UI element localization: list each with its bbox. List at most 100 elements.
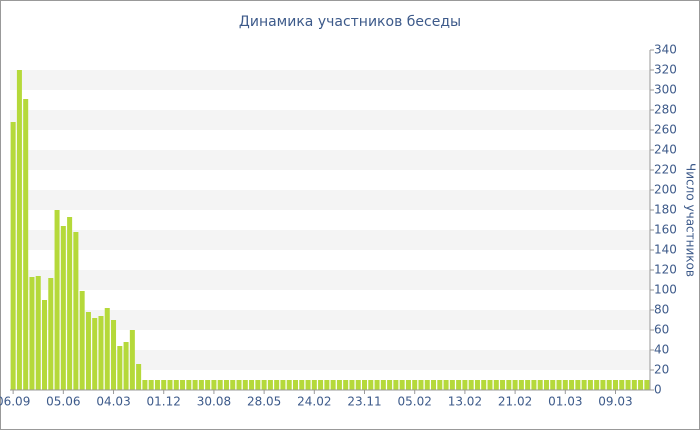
bar — [180, 380, 186, 390]
y-tick-label: 320 — [654, 63, 677, 77]
bar — [104, 308, 110, 390]
bar — [606, 380, 612, 390]
x-tick-label: 24.02 — [297, 395, 331, 409]
y-tick-label: 140 — [654, 243, 677, 257]
bar — [148, 380, 154, 390]
x-tick-label: 30.08 — [197, 395, 231, 409]
bar — [267, 380, 273, 390]
bar — [506, 380, 512, 390]
bar — [600, 380, 606, 390]
bar — [368, 380, 374, 390]
bar — [468, 380, 474, 390]
bar — [54, 210, 60, 390]
x-tick-label: 05.06 — [46, 395, 80, 409]
bar — [343, 380, 349, 390]
x-tick-label: 13.02 — [448, 395, 482, 409]
bar — [380, 380, 386, 390]
bar — [111, 320, 117, 390]
y-tick-label: 160 — [654, 223, 677, 237]
y-tick-label: 300 — [654, 83, 677, 97]
bar — [67, 217, 73, 390]
x-tick-label: 23.11 — [347, 395, 381, 409]
bar — [92, 318, 98, 390]
bar — [330, 380, 336, 390]
bar — [236, 380, 242, 390]
bar — [619, 380, 625, 390]
grid-band — [10, 310, 650, 330]
bar — [198, 380, 204, 390]
bar — [362, 380, 368, 390]
bar — [23, 99, 29, 390]
x-tick-label: 05.02 — [398, 395, 432, 409]
bar — [205, 380, 211, 390]
bar — [456, 380, 462, 390]
bar — [10, 122, 16, 390]
bar — [443, 380, 449, 390]
grid-band — [10, 70, 650, 90]
bar — [587, 380, 593, 390]
y-tick-label: 340 — [654, 43, 677, 57]
bar — [562, 380, 568, 390]
grid-band — [10, 230, 650, 250]
bar — [136, 364, 142, 390]
bar — [223, 380, 229, 390]
bar — [594, 380, 600, 390]
bar — [512, 380, 518, 390]
bar — [261, 380, 267, 390]
y-tick-label: 180 — [654, 203, 677, 217]
bar — [161, 380, 167, 390]
bar — [462, 380, 468, 390]
bar — [644, 380, 650, 390]
bar — [286, 380, 292, 390]
y-tick-label: 120 — [654, 263, 677, 277]
y-tick-label: 80 — [654, 303, 669, 317]
bar — [35, 276, 41, 390]
bar — [449, 380, 455, 390]
bar — [230, 380, 236, 390]
y-tick-label: 240 — [654, 143, 677, 157]
bar — [280, 380, 286, 390]
bar — [85, 312, 91, 390]
y-tick-label: 260 — [654, 123, 677, 137]
bar — [625, 380, 631, 390]
x-tick-label: 21.02 — [498, 395, 532, 409]
bar — [543, 380, 549, 390]
bar — [173, 380, 179, 390]
bar — [73, 232, 79, 390]
bar — [318, 380, 324, 390]
bar — [355, 380, 361, 390]
grid-band — [10, 190, 650, 210]
bar — [474, 380, 480, 390]
bar — [211, 380, 217, 390]
bar — [217, 380, 223, 390]
y-tick-label: 20 — [654, 363, 669, 377]
bar — [575, 380, 581, 390]
bar — [550, 380, 556, 390]
bar — [42, 300, 48, 390]
bar — [192, 380, 198, 390]
bar — [481, 380, 487, 390]
bar — [487, 380, 493, 390]
bar — [500, 380, 506, 390]
x-tick-label: 04.03 — [96, 395, 130, 409]
y-tick-label: 60 — [654, 323, 669, 337]
bar — [79, 291, 85, 390]
bar — [349, 380, 355, 390]
bar — [556, 380, 562, 390]
bar — [274, 380, 280, 390]
chart-title: Динамика участников беседы — [239, 14, 461, 30]
bar — [48, 278, 54, 390]
bar — [525, 380, 531, 390]
bar — [374, 380, 380, 390]
y-axis-title: Число участников — [684, 163, 698, 277]
bar — [311, 380, 317, 390]
bar — [431, 380, 437, 390]
y-tick-label: 200 — [654, 183, 677, 197]
bar — [123, 342, 129, 390]
bar — [493, 380, 499, 390]
bar — [29, 277, 35, 390]
bar — [292, 380, 298, 390]
bar — [518, 380, 524, 390]
